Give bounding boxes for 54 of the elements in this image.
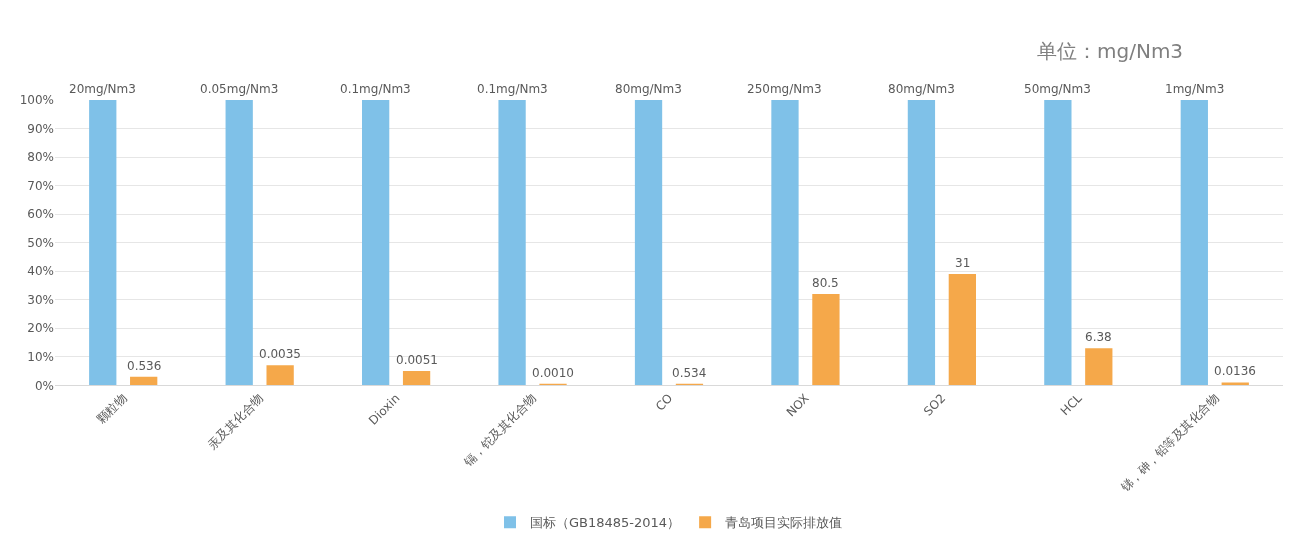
bar bbox=[1180, 100, 1208, 386]
x-tick-label: 颗粒物 bbox=[94, 391, 130, 427]
y-tick-label: 100% bbox=[19, 93, 54, 108]
text: 80mg/Nm3 bbox=[888, 82, 955, 96]
y-tick-label: 90% bbox=[27, 121, 54, 136]
bar bbox=[1044, 100, 1072, 386]
y-tick-label: 10% bbox=[27, 349, 54, 364]
y-tick-label: 0% bbox=[34, 378, 54, 393]
legend-label: 青岛项目实际排放值 bbox=[725, 515, 843, 531]
bar bbox=[634, 100, 663, 386]
x-tick-label: 镉，铊及其化合物 bbox=[460, 391, 539, 470]
text: 0.1mg/Nm3 bbox=[477, 82, 548, 96]
x-tick-label: HCL bbox=[1057, 390, 1085, 419]
text: 20mg/Nm3 bbox=[69, 82, 136, 96]
bar bbox=[498, 100, 526, 386]
annotation: 0.0035 bbox=[259, 347, 301, 361]
annotation: 6.38 bbox=[1085, 330, 1112, 344]
bar bbox=[812, 294, 840, 386]
bar bbox=[907, 100, 936, 386]
y-tick-label: 60% bbox=[27, 207, 54, 222]
text: 1mg/Nm3 bbox=[1165, 82, 1225, 96]
y-tick-label: 50% bbox=[27, 235, 54, 250]
annotation: 0.536 bbox=[127, 359, 162, 373]
annotation: 0.0051 bbox=[396, 353, 438, 367]
y-tick-label: 40% bbox=[27, 264, 54, 279]
x-tick-label: 汞及其化合物 bbox=[205, 391, 267, 452]
y-tick-label: 30% bbox=[27, 292, 54, 307]
text: 250mg/Nm3 bbox=[747, 82, 822, 96]
x-tick-label: CO bbox=[652, 391, 676, 414]
bar bbox=[89, 100, 117, 386]
bar bbox=[266, 365, 294, 386]
annotation: 80.5 bbox=[812, 276, 839, 290]
annotation: 0.0136 bbox=[1214, 364, 1256, 378]
bar bbox=[1221, 382, 1249, 386]
bar bbox=[362, 100, 390, 386]
bar bbox=[130, 376, 158, 386]
text: 单位：mg/Nm3 bbox=[1037, 39, 1184, 63]
text: 80mg/Nm3 bbox=[615, 82, 682, 96]
y-tick-label: 70% bbox=[27, 178, 54, 193]
bar bbox=[225, 100, 253, 386]
text: 0.05mg/Nm3 bbox=[200, 82, 279, 96]
bar bbox=[948, 274, 976, 386]
y-tick-label: 80% bbox=[27, 150, 54, 165]
annotation: 0.534 bbox=[672, 366, 707, 380]
legend-label: 国标（GB18485-2014） bbox=[530, 515, 681, 531]
annotation: 31 bbox=[955, 256, 971, 270]
bar bbox=[402, 371, 431, 386]
bar bbox=[1085, 348, 1113, 386]
text: 50mg/Nm3 bbox=[1024, 82, 1091, 96]
bar bbox=[771, 100, 799, 386]
x-tick-label: 锑，砷，铅等及其化合物 bbox=[1117, 391, 1222, 496]
text: 0.1mg/Nm3 bbox=[340, 82, 411, 96]
annotation: 0.0010 bbox=[532, 366, 574, 380]
y-tick-label: 20% bbox=[27, 321, 54, 336]
